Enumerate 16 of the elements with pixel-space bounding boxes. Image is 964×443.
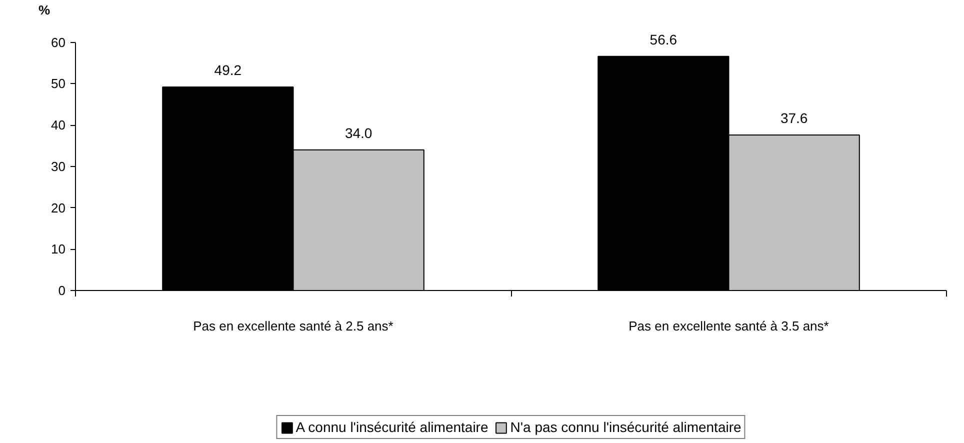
y-tick-label: 50 (51, 76, 66, 92)
x-tick-label: Pas en excellente santé à 3.5 ans* (628, 318, 829, 334)
data-label: 37.6 (780, 110, 808, 126)
y-tick-label: 10 (51, 242, 66, 257)
y-tick-label: 60 (51, 34, 66, 50)
y-axis-title: % (38, 2, 50, 18)
x-tick-label: Pas en excellente santé à 2.5 ans* (193, 318, 394, 334)
y-tick-label: 0 (58, 283, 66, 298)
y-tick-label: 30 (51, 158, 66, 174)
y-tick-label: 40 (51, 118, 66, 133)
legend-label: A connu l'insécurité alimentaire (296, 419, 488, 435)
data-label: 56.6 (650, 31, 678, 48)
data-label: 49.2 (214, 62, 242, 78)
y-tick-label: 20 (51, 200, 66, 216)
data-label: 34.0 (344, 124, 372, 141)
legend-label: N'a pas connu l'insécurité alimentaire (510, 419, 742, 435)
